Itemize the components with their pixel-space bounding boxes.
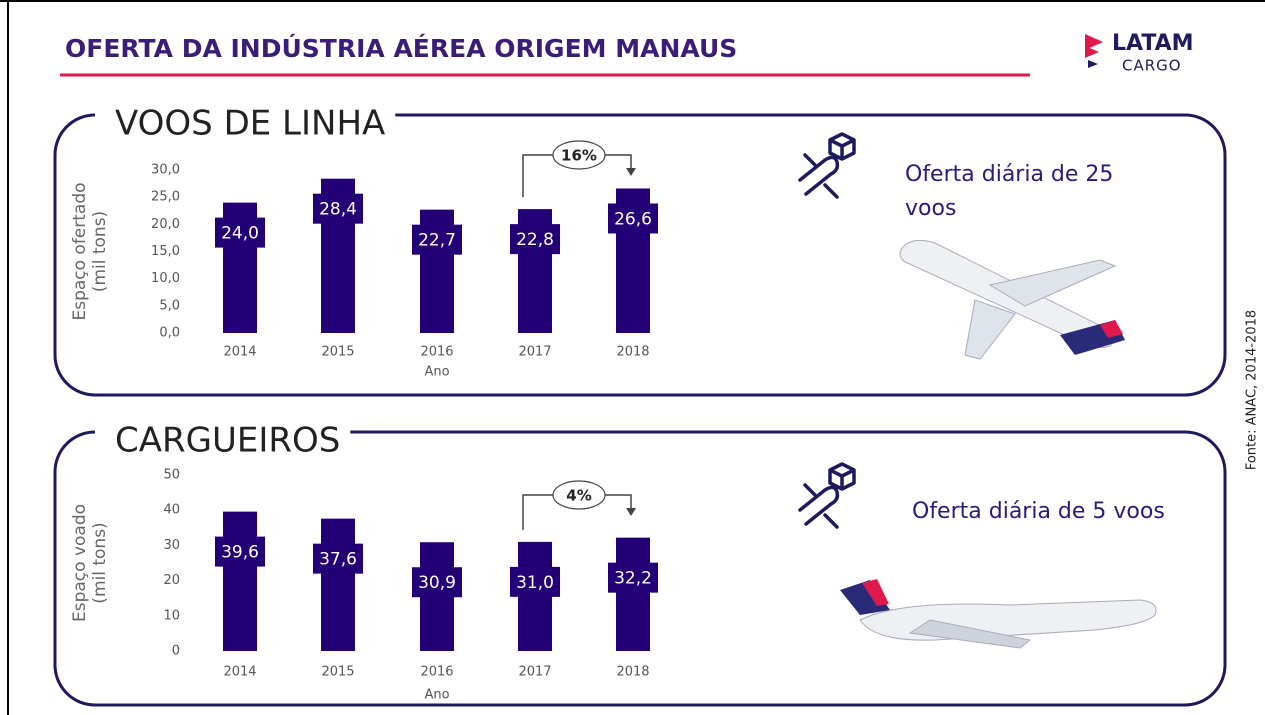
value-label-bg bbox=[608, 203, 658, 234]
cargo-icon bbox=[798, 462, 856, 529]
y-tick-label: 0 bbox=[172, 644, 180, 659]
y-tick-label: 10 bbox=[163, 608, 180, 623]
logo-sub: CARGO bbox=[1122, 57, 1182, 75]
panel-title: VOOS DE LINHA bbox=[115, 104, 385, 144]
value-label-bg bbox=[412, 224, 462, 255]
value-label: 37,6 bbox=[319, 550, 357, 570]
airplane-wing bbox=[964, 259, 1117, 360]
y-axis-label: Espaço voado(mil tons) bbox=[70, 504, 110, 622]
value-label: 30,9 bbox=[418, 573, 456, 593]
cargo-icon bbox=[798, 132, 856, 199]
value-label: 22,8 bbox=[516, 230, 554, 250]
growth-arrow bbox=[626, 508, 636, 516]
value-label-bg bbox=[412, 567, 462, 598]
logo-brand: LATAM bbox=[1112, 31, 1194, 56]
y-tick-label: 20,0 bbox=[151, 217, 180, 232]
x-axis-label: Ano bbox=[424, 365, 449, 380]
x-tick-label: 2015 bbox=[321, 345, 354, 360]
value-label-bg bbox=[215, 536, 265, 567]
y-tick-label: 5,0 bbox=[159, 298, 180, 313]
value-label-bg bbox=[510, 566, 560, 597]
y-tick-label: 15,0 bbox=[151, 244, 180, 259]
airplane-tail-red bbox=[1100, 320, 1123, 338]
x-tick-label: 2014 bbox=[223, 345, 256, 360]
growth-label: 16% bbox=[561, 147, 597, 165]
panel-title: CARGUEIROS bbox=[115, 421, 340, 461]
y-tick-label: 20 bbox=[163, 573, 180, 588]
y-tick-label: 0,0 bbox=[159, 326, 180, 341]
value-label: 31,0 bbox=[516, 573, 554, 593]
bar bbox=[321, 518, 355, 651]
x-axis-label: Ano bbox=[424, 688, 449, 703]
y-axis-label-line: Espaço voado bbox=[70, 504, 90, 622]
x-tick-label: 2017 bbox=[518, 665, 551, 680]
panel bbox=[53, 113, 1227, 397]
y-axis-label-line: Espaço ofertado bbox=[70, 182, 90, 320]
x-tick-label: 2014 bbox=[223, 665, 256, 680]
growth-bubble bbox=[552, 480, 606, 510]
y-axis-label: Espaço ofertado(mil tons) bbox=[70, 182, 110, 320]
value-label-bg bbox=[313, 193, 363, 224]
y-tick-label: 25,0 bbox=[151, 190, 180, 205]
y-tick-label: 40 bbox=[163, 503, 180, 518]
value-label-bg bbox=[215, 217, 265, 248]
x-tick-label: 2018 bbox=[616, 665, 649, 680]
x-tick-label: 2015 bbox=[321, 665, 354, 680]
airplane-tail-red bbox=[862, 579, 889, 606]
airplane-wing bbox=[908, 619, 1032, 649]
panel-title-bg bbox=[95, 109, 396, 121]
panel-title-bg bbox=[95, 426, 351, 438]
panel-note: Oferta diária de 5 voos bbox=[912, 499, 1165, 524]
growth-label: 4% bbox=[566, 487, 591, 505]
value-label-bg bbox=[313, 543, 363, 574]
x-tick-label: 2016 bbox=[420, 665, 453, 680]
y-tick-label: 30 bbox=[163, 538, 180, 553]
y-axis-label-line: (mil tons) bbox=[90, 522, 110, 603]
growth-bubble bbox=[552, 140, 606, 170]
x-tick-label: 2017 bbox=[518, 345, 551, 360]
y-tick-label: 50 bbox=[163, 468, 180, 483]
source: Fonte: ANAC, 2014-2018 bbox=[1245, 310, 1260, 470]
page-title: OFERTA DA INDÚSTRIA AÉREA ORIGEM MANAUS bbox=[65, 33, 737, 63]
logo-mark bbox=[1085, 34, 1103, 58]
x-tick-label: 2016 bbox=[420, 345, 453, 360]
value-label: 39,6 bbox=[221, 543, 259, 563]
value-label-bg bbox=[510, 224, 560, 255]
value-label: 28,4 bbox=[319, 200, 357, 220]
logo-mark bbox=[1088, 60, 1098, 68]
logo: LATAM CARGO bbox=[1085, 31, 1194, 75]
y-tick-label: 30,0 bbox=[151, 163, 180, 178]
y-axis-label-line: (mil tons) bbox=[90, 211, 110, 292]
airplane bbox=[859, 599, 1157, 641]
value-label: 32,2 bbox=[614, 569, 652, 589]
value-label: 24,0 bbox=[221, 224, 259, 244]
bar bbox=[223, 511, 257, 651]
panel bbox=[53, 430, 1227, 707]
y-tick-label: 10,0 bbox=[151, 271, 180, 286]
x-tick-label: 2018 bbox=[616, 345, 649, 360]
value-label: 22,7 bbox=[418, 231, 456, 251]
bar bbox=[616, 537, 650, 651]
value-label: 26,6 bbox=[614, 209, 652, 229]
growth-arrow bbox=[626, 168, 636, 176]
value-label-bg bbox=[608, 562, 658, 593]
airplane-tail bbox=[840, 580, 890, 615]
panel-note: Oferta diária de 25 voos bbox=[905, 162, 1114, 221]
